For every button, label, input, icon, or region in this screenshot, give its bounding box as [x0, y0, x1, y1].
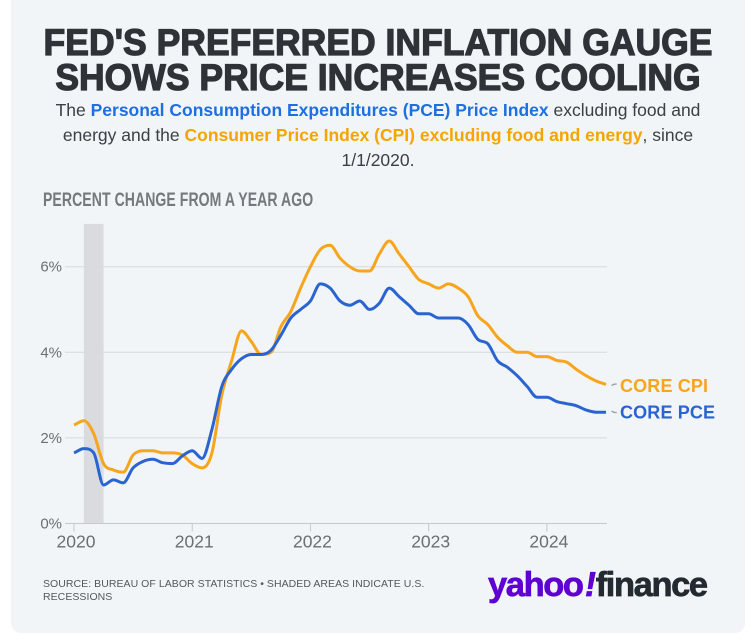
- logo-yahoo-text: yahoo: [488, 566, 585, 604]
- y-tick-label: 4%: [40, 344, 62, 361]
- series-line-core-pce: [73, 282, 607, 487]
- x-tick-label: 2023: [411, 532, 450, 552]
- chart-headline: FED'S PREFERRED INFLATION GAUGE SHOWS PR…: [26, 22, 731, 98]
- logo-finance-text: finance: [595, 566, 708, 604]
- x-tick-label: 2022: [293, 532, 332, 552]
- description-line-3: 1/1/2020.: [11, 148, 745, 173]
- chart-card: 0% 2% 4% 6% 2020 2021 2022 2023 2024 CORE CPI CORE…: [11, 0, 745, 633]
- source-note: SOURCE: BUREAU OF LABOR STATISTICS • SHA…: [43, 578, 463, 604]
- description-segment: energy and the: [62, 125, 185, 145]
- description-segment: 1/1/2020.: [341, 150, 415, 170]
- line-chart: 0% 2% 4% 6% 2020 2021 2022 2023 2024 CORE CPI CORE…: [40, 223, 715, 552]
- chart-description: The Personal Consumption Expenditures (P…: [11, 98, 745, 173]
- x-tick-label: 2024: [529, 532, 568, 552]
- description-line-1: The Personal Consumption Expenditures (P…: [11, 98, 745, 123]
- headline-line-1: FED'S PREFERRED INFLATION GAUGE: [43, 22, 713, 63]
- y-tick-label: 0%: [40, 516, 62, 533]
- x-tick-label: 2020: [57, 532, 96, 552]
- y-tick-label: 6%: [40, 259, 62, 276]
- source-note-line-1: SOURCE: BUREAU OF LABOR STATISTICS • SHA…: [43, 577, 425, 590]
- description-segment: Personal Consumption Expenditures (PCE) …: [90, 100, 549, 120]
- source-note-line-2: RECESSIONS: [43, 590, 113, 603]
- headline-line-2: SHOWS PRICE INCREASES COOLING: [55, 57, 702, 98]
- description-segment: , since: [642, 125, 694, 145]
- description-segment: Consumer Price Index (CPI) excluding foo…: [184, 125, 643, 145]
- yahoo-finance-logo: yahoo!finance: [488, 566, 709, 605]
- description-segment: excluding food and: [548, 100, 701, 120]
- legend-label-core-cpi: CORE CPI: [620, 376, 708, 396]
- y-tick-label: 2%: [40, 430, 62, 447]
- x-tick-label: 2021: [175, 532, 214, 552]
- description-segment: The: [55, 100, 91, 120]
- legend-connector: [611, 410, 617, 414]
- description-line-2: energy and the Consumer Price Index (CPI…: [11, 123, 745, 148]
- series-line-core-cpi: [73, 239, 607, 474]
- y-axis-title: PERCENT CHANGE FROM A YEAR AGO: [43, 189, 314, 211]
- legend-label-core-pce: CORE PCE: [620, 403, 715, 423]
- legend-connector: [611, 383, 617, 387]
